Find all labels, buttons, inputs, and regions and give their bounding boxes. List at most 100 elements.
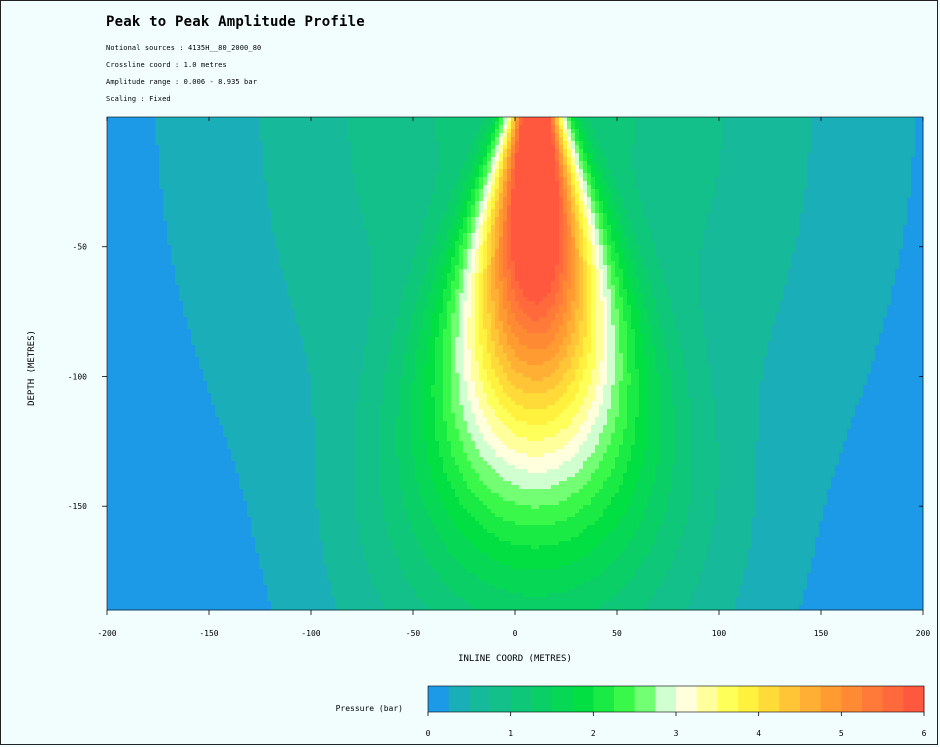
heatmap-cell [111, 121, 115, 125]
heatmap-cell [459, 133, 463, 137]
heatmap-cell [239, 137, 243, 141]
heatmap-cell [731, 121, 735, 125]
heatmap-cell [439, 121, 443, 125]
heatmap-cell [271, 125, 275, 129]
heatmap-cell [159, 141, 163, 145]
heatmap-cell [467, 117, 471, 121]
heatmap-cell [259, 125, 263, 129]
heatmap-cell [407, 137, 411, 141]
heatmap-cell [351, 133, 355, 137]
heatmap-cell [735, 137, 739, 141]
heatmap-cell [499, 125, 503, 129]
heatmap-cell [855, 121, 859, 125]
heatmap-cell [171, 141, 175, 145]
heatmap-cell [899, 129, 903, 133]
heatmap-cell [563, 129, 567, 133]
heatmap-cell [859, 133, 863, 137]
heatmap-cell [123, 141, 127, 145]
heatmap-cell [663, 121, 667, 125]
heatmap-cell [131, 125, 135, 129]
heatmap-cell [747, 129, 751, 133]
heatmap-cell [431, 133, 435, 137]
heatmap-cell [187, 129, 191, 133]
heatmap-cell [507, 125, 511, 129]
heatmap-cell [127, 129, 131, 133]
heatmap-cell [283, 137, 287, 141]
heatmap-cell [311, 141, 315, 145]
heatmap-cell [147, 125, 151, 129]
heatmap-cell [471, 141, 475, 145]
heatmap-cell [263, 125, 267, 129]
heatmap-cell [107, 129, 111, 133]
heatmap-cell [803, 133, 807, 137]
heatmap-cell [699, 121, 703, 125]
heatmap-cell [199, 117, 203, 121]
heatmap-cell [507, 133, 511, 137]
heatmap-cell [143, 117, 147, 121]
heatmap-cell [487, 117, 491, 121]
heatmap-cell [591, 121, 595, 125]
heatmap-cell [659, 129, 663, 133]
heatmap-cell [403, 129, 407, 133]
heatmap-cell [451, 137, 455, 141]
heatmap-cell [247, 117, 251, 121]
heatmap-cell [231, 129, 235, 133]
heatmap-cell [487, 125, 491, 129]
heatmap-cell [599, 117, 603, 121]
heatmap-cell [219, 141, 223, 145]
heatmap-cell [215, 125, 219, 129]
heatmap-cell [279, 137, 283, 141]
heatmap-cell [803, 129, 807, 133]
heatmap-cell [767, 137, 771, 141]
heatmap-cell [307, 141, 311, 145]
heatmap-cell [211, 129, 215, 133]
heatmap-cell [399, 117, 403, 121]
heatmap-cell [195, 129, 199, 133]
heatmap-cell [351, 117, 355, 121]
heatmap-cell [611, 121, 615, 125]
heatmap-cell [167, 125, 171, 129]
heatmap-cell [215, 133, 219, 137]
heatmap-cell [243, 137, 247, 141]
heatmap-cell [439, 125, 443, 129]
heatmap-cell [855, 125, 859, 129]
heatmap-cell [843, 125, 847, 129]
heatmap-cell [287, 133, 291, 137]
heatmap-cell [723, 125, 727, 129]
heatmap-cell [655, 137, 659, 141]
heatmap-cell [815, 121, 819, 125]
heatmap-cell [135, 137, 139, 141]
heatmap-cell [727, 121, 731, 125]
heatmap-cell [451, 121, 455, 125]
heatmap-cell [283, 133, 287, 137]
heatmap-cell [431, 117, 435, 121]
heatmap-cell [819, 125, 823, 129]
heatmap-cell [487, 121, 491, 125]
heatmap-cell [363, 121, 367, 125]
heatmap-cell [795, 117, 799, 121]
heatmap-cell [231, 141, 235, 145]
heatmap-cell [619, 121, 623, 125]
heatmap-cell [715, 121, 719, 125]
heatmap-cell [915, 121, 919, 125]
heatmap-cell [591, 137, 595, 141]
heatmap-cell [823, 137, 827, 141]
heatmap-cell [539, 133, 543, 137]
heatmap-cell [435, 141, 439, 145]
heatmap-cell [403, 133, 407, 137]
heatmap-cell [351, 129, 355, 133]
heatmap-cell [903, 117, 907, 121]
heatmap-cell [803, 125, 807, 129]
heatmap-cell [843, 137, 847, 141]
heatmap-cell [543, 129, 547, 133]
heatmap-cell [479, 125, 483, 129]
heatmap-cell [359, 133, 363, 137]
heatmap-cell [419, 117, 423, 121]
heatmap-cell [459, 129, 463, 133]
heatmap-cell [355, 133, 359, 137]
heatmap-cell [547, 121, 551, 125]
heatmap-cell [583, 121, 587, 125]
heatmap-cell [175, 129, 179, 133]
heatmap-cell [891, 117, 895, 121]
heatmap-cell [323, 125, 327, 129]
